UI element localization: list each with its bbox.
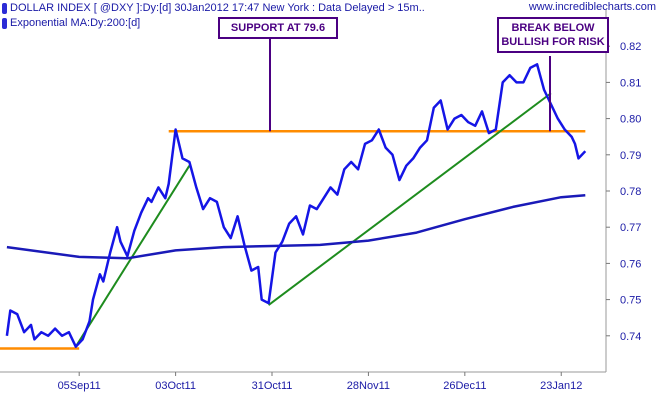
legend-ma: Exponential MA:Dy:200:[d] [2,16,140,30]
trendline [267,92,552,306]
support-note-text: SUPPORT AT 79.6 [230,22,326,34]
x-tick-label: 28Nov11 [347,380,390,392]
y-tick-label: 0.81 [620,77,641,89]
x-tick-label: 03Oct11 [155,380,196,392]
chart-title: DOLLAR INDEX [ @DXY ]:Dy:[d] 30Jan2012 1… [10,2,425,14]
ma-legend-swatch [2,17,7,29]
y-tick-label: 0.80 [620,114,641,126]
moving-average [6,194,586,260]
ma-line [6,194,586,260]
ma-label: Exponential MA:Dy:200:[d] [10,17,141,29]
y-tick-label: 0.82 [620,41,641,53]
y-tick-label: 0.77 [620,222,641,234]
y-tick-label: 0.74 [620,331,641,343]
support-lines [0,130,586,350]
x-tick-label: 23Jan12 [540,380,582,392]
legend-price: DOLLAR INDEX [ @DXY ]:Dy:[d] 30Jan2012 1… [2,1,425,15]
x-tick-label: 05Sep11 [58,380,101,392]
callout-lines [269,39,551,132]
price-line [5,63,587,348]
break-note-line1: BREAK BELOW [511,22,595,34]
watermark: www.incrediblecharts.com [528,1,656,13]
axes: 0.74 0.75 0.76 0.77 0.78 0.79 0.80 0.81 0.82 05Se… [0,10,641,392]
y-tick-label: 0.78 [620,186,641,198]
x-tick-label: 26Dec11 [443,380,486,392]
trendlines [74,92,552,348]
break-note-line2: BULLISH FOR RISK [501,36,605,48]
y-tick-label: 0.76 [620,258,641,270]
x-tick-label: 31Oct11 [252,380,293,392]
break-note: BREAK BELOW BULLISH FOR RISK [497,17,609,53]
y-tick-label: 0.79 [620,150,641,162]
price-series [5,63,587,348]
price-legend-swatch [2,2,7,14]
support-note: SUPPORT AT 79.6 [218,17,338,39]
trendline [74,165,191,348]
y-tick-label: 0.75 [620,295,641,307]
